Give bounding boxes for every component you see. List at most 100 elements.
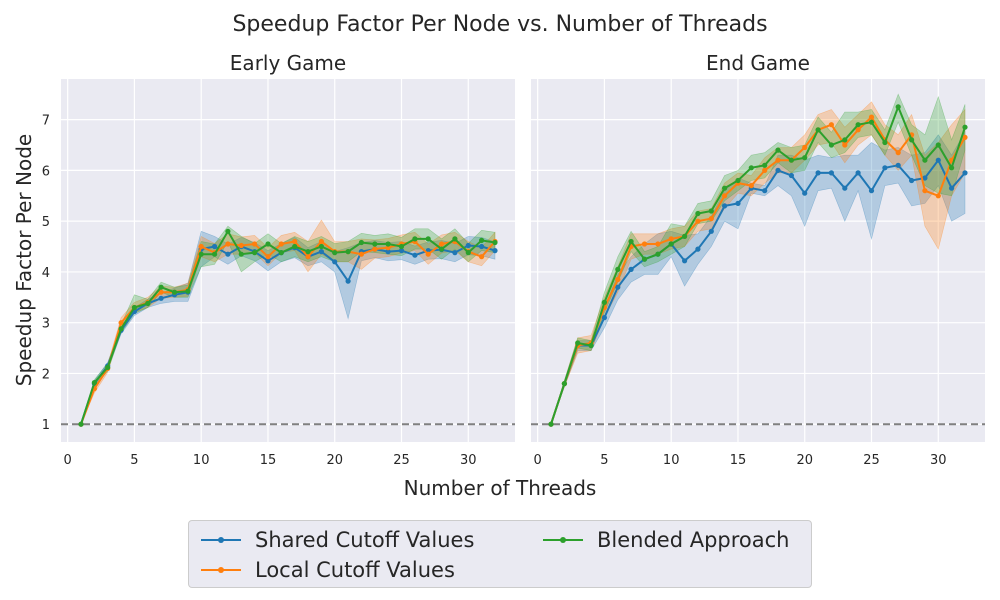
early-point-shared-cutoff-values-32 — [492, 248, 498, 254]
early-point-local-cutoff-values-17 — [292, 238, 298, 245]
early-point-blended-approach-3 — [105, 364, 111, 370]
early-point-shared-cutoff-values-25 — [398, 248, 405, 254]
early-point-blended-approach-14 — [252, 250, 258, 256]
early-point-blended-approach-4 — [118, 326, 124, 332]
end-point-shared-cutoff-values-30 — [935, 157, 941, 163]
end-x-tick-label-25: 25 — [863, 453, 880, 468]
end-point-blended-approach-6 — [615, 266, 621, 272]
end-point-local-cutoff-values-32 — [962, 134, 968, 140]
end-point-blended-approach-12 — [695, 210, 701, 217]
early-point-shared-cutoff-values-20 — [332, 259, 338, 265]
end-point-local-cutoff-values-18 — [775, 157, 781, 163]
early-point-shared-cutoff-values-21 — [345, 278, 351, 284]
end-point-blended-approach-8 — [641, 256, 648, 262]
end-point-blended-approach-4 — [588, 342, 594, 349]
early-point-blended-approach-6 — [145, 300, 151, 306]
end-point-blended-approach-9 — [655, 251, 661, 257]
end-point-local-cutoff-values-22 — [828, 122, 835, 128]
early-point-blended-approach-11 — [212, 251, 218, 257]
early-y-tick-label-3: 3 — [42, 317, 50, 332]
end-point-shared-cutoff-values-22 — [828, 170, 835, 176]
end-point-blended-approach-20 — [802, 155, 808, 161]
end-point-blended-approach-22 — [828, 142, 835, 148]
early-point-blended-approach-22 — [358, 239, 364, 246]
early-plot-area — [61, 79, 515, 442]
early-x-tick-label-0: 0 — [64, 453, 72, 468]
end-point-shared-cutoff-values-31 — [949, 185, 955, 191]
early-point-blended-approach-29 — [452, 236, 458, 242]
early-point-blended-approach-19 — [318, 243, 324, 250]
early-point-blended-approach-2 — [91, 380, 97, 386]
end-x-tick-label-0: 0 — [534, 453, 542, 468]
early-point-blended-approach-28 — [439, 246, 445, 252]
legend-label-shared: Shared Cutoff Values — [255, 528, 475, 552]
end-point-shared-cutoff-values-12 — [695, 246, 701, 252]
end-point-blended-approach-3 — [575, 340, 581, 346]
early-point-shared-cutoff-values-19 — [318, 249, 324, 255]
end-point-blended-approach-26 — [882, 139, 888, 146]
legend-swatch-shared — [199, 528, 243, 552]
end-point-shared-cutoff-values-21 — [815, 170, 821, 176]
early-point-blended-approach-16 — [278, 250, 284, 256]
end-point-shared-cutoff-values-26 — [882, 165, 888, 171]
early-point-blended-approach-32 — [492, 239, 498, 246]
early-point-shared-cutoff-values-7 — [158, 295, 164, 301]
early-y-tick-label-1: 1 — [42, 418, 50, 433]
early-point-local-cutoff-values-15 — [265, 254, 271, 260]
early-point-blended-approach-30 — [465, 250, 471, 256]
legend-label-blended: Blended Approach — [597, 528, 790, 552]
early-point-local-cutoff-values-16 — [278, 241, 284, 247]
early-point-blended-approach-26 — [412, 236, 418, 242]
early-y-tick-label-5: 5 — [42, 215, 50, 230]
end-x-tick-label-30: 30 — [930, 453, 947, 468]
early-point-local-cutoff-values-28 — [439, 241, 445, 247]
end-point-shared-cutoff-values-20 — [802, 190, 808, 196]
early-point-local-cutoff-values-23 — [372, 246, 378, 252]
early-point-shared-cutoff-values-11 — [212, 243, 218, 250]
early-point-blended-approach-31 — [479, 237, 485, 243]
early-point-blended-approach-10 — [198, 251, 204, 257]
early-point-blended-approach-24 — [385, 241, 391, 247]
legend-swatch-local — [199, 558, 243, 582]
y-axis-label: Speedup Factor Per Node — [12, 134, 36, 386]
end-point-local-cutoff-values-20 — [802, 144, 808, 151]
end-band-local-cutoff-values — [550, 101, 966, 425]
early-game-title: Early Game — [230, 51, 346, 75]
legend-item-shared: Shared Cutoff Values — [199, 525, 474, 555]
early-point-local-cutoff-values-13 — [238, 242, 244, 249]
legend: Shared Cutoff Values Local Cutoff Values… — [188, 520, 812, 588]
end-game-title: End Game — [706, 51, 810, 75]
end-point-blended-approach-30 — [935, 142, 941, 148]
end-point-shared-cutoff-values-24 — [855, 170, 861, 176]
end-point-blended-approach-5 — [601, 299, 608, 305]
end-point-local-cutoff-values-14 — [722, 193, 728, 199]
early-point-blended-approach-13 — [238, 251, 244, 257]
early-point-shared-cutoff-values-15 — [265, 258, 271, 264]
end-line-blended-approach — [550, 104, 966, 425]
early-point-blended-approach-25 — [398, 243, 405, 250]
end-point-local-cutoff-values-9 — [655, 241, 661, 247]
end-x-tick-label-10: 10 — [663, 453, 680, 468]
end-point-local-cutoff-values-6 — [615, 276, 621, 283]
x-axis-label: Number of Threads — [404, 476, 597, 500]
early-point-shared-cutoff-values-24 — [385, 249, 391, 255]
early-point-local-cutoff-values-22 — [358, 251, 364, 257]
end-point-local-cutoff-values-30 — [935, 193, 941, 199]
end-point-local-cutoff-values-27 — [895, 150, 901, 156]
end-point-blended-approach-19 — [788, 157, 795, 163]
early-y-tick-label-7: 7 — [42, 114, 50, 129]
end-point-blended-approach-32 — [962, 124, 968, 130]
early-point-local-cutoff-values-12 — [225, 241, 231, 247]
early-x-tick-label-15: 15 — [260, 453, 277, 468]
end-point-shared-cutoff-values-18 — [775, 167, 781, 173]
end-point-blended-approach-31 — [949, 165, 955, 171]
end-point-blended-approach-18 — [775, 147, 781, 153]
end-point-local-cutoff-values-10 — [668, 236, 674, 242]
end-game-panel: End Game 0 5 10 15 20 25 30 — [531, 51, 985, 468]
end-point-blended-approach-25 — [868, 119, 875, 125]
end-point-blended-approach-28 — [909, 137, 915, 143]
early-point-local-cutoff-values-19 — [318, 238, 324, 245]
end-point-blended-approach-14 — [722, 185, 728, 191]
end-point-shared-cutoff-values-5 — [601, 315, 608, 321]
end-point-blended-approach-17 — [762, 162, 768, 168]
